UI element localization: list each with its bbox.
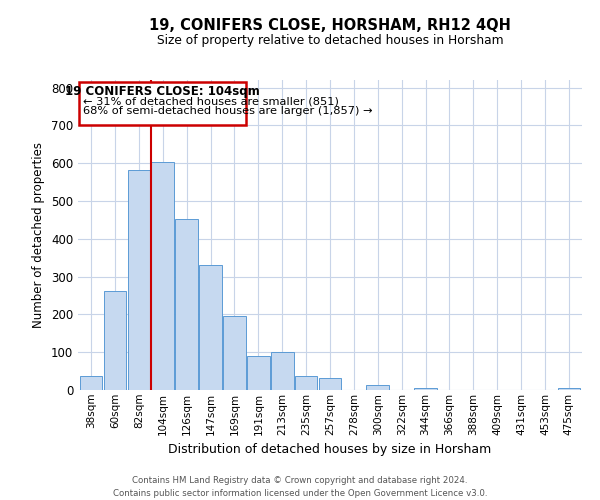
Bar <box>151 162 174 390</box>
Bar <box>199 265 222 390</box>
Text: Contains HM Land Registry data © Crown copyright and database right 2024.
Contai: Contains HM Land Registry data © Crown c… <box>113 476 487 498</box>
Y-axis label: Number of detached properties: Number of detached properties <box>32 142 46 328</box>
Bar <box>557 388 580 390</box>
Text: 19, CONIFERS CLOSE, HORSHAM, RH12 4QH: 19, CONIFERS CLOSE, HORSHAM, RH12 4QH <box>149 18 511 32</box>
Bar <box>247 356 269 390</box>
Bar <box>80 376 103 390</box>
Bar <box>367 386 389 390</box>
Text: ← 31% of detached houses are smaller (851): ← 31% of detached houses are smaller (85… <box>83 96 338 106</box>
Bar <box>223 316 246 390</box>
Bar <box>175 219 198 390</box>
FancyBboxPatch shape <box>79 82 247 126</box>
Bar <box>128 170 150 390</box>
Text: Size of property relative to detached houses in Horsham: Size of property relative to detached ho… <box>157 34 503 47</box>
Bar <box>414 388 437 390</box>
Bar <box>295 376 317 390</box>
Bar <box>319 378 341 390</box>
Bar <box>104 291 127 390</box>
Text: 19 CONIFERS CLOSE: 104sqm: 19 CONIFERS CLOSE: 104sqm <box>65 85 260 98</box>
X-axis label: Distribution of detached houses by size in Horsham: Distribution of detached houses by size … <box>169 443 491 456</box>
Text: 68% of semi-detached houses are larger (1,857) →: 68% of semi-detached houses are larger (… <box>83 106 372 116</box>
Bar <box>271 352 293 390</box>
